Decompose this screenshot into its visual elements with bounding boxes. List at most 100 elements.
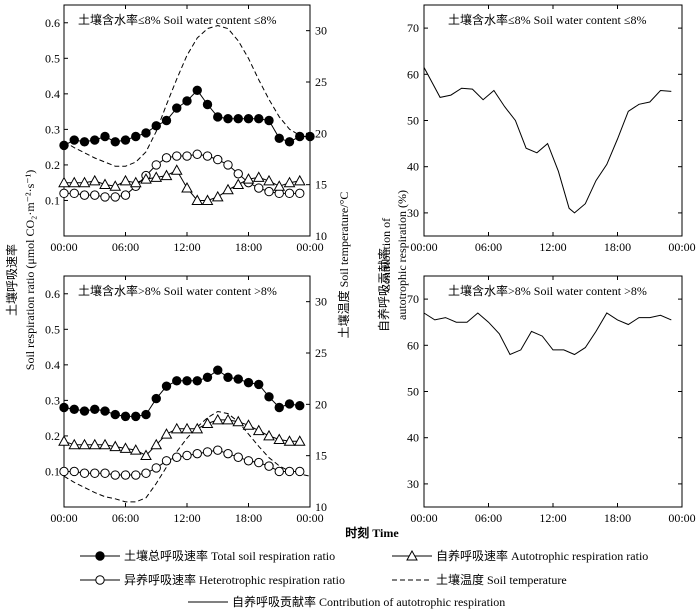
total-respiration-point [295,401,305,411]
total-respiration-point [90,135,100,145]
autotrophic-point [252,424,265,436]
total-respiration-point [233,114,243,124]
autotrophic-point [68,438,81,450]
contrib-x-tick-label: 12:00 [539,511,566,525]
total-respiration-point [192,376,202,386]
total-respiration-point [254,379,264,390]
left-y-tick-label: 0.1 [45,193,60,207]
autotrophic-point [252,171,265,182]
left-axis-label-en: Soil respiration ratio (μmol CO₂·m⁻²·s⁻¹… [23,170,37,370]
legend-swatch-marker [406,549,418,561]
heterotrophic-point [110,192,120,202]
legend-label: 土壤总呼吸速率 Total soil respiration ratio [124,548,335,563]
heterotrophic-point [202,447,213,457]
right-y-tick-label: 30 [315,295,327,309]
heterotrophic-point [233,169,243,179]
legend-label: 自养呼吸贡献率 Contribution of autotrophic resp… [232,594,505,609]
heterotrophic-point [233,452,243,462]
autotrophic-point [283,176,296,188]
heterotrophic-point [274,466,284,477]
autotrophic-point [242,419,255,430]
total-respiration-point [120,411,131,422]
total-respiration-point [202,99,213,110]
autotrophic-point [129,444,142,455]
heterotrophic-point [254,183,264,193]
legend-label: 土壤温度 Soil temperature [436,572,567,587]
left-y-tick-label: 0.5 [45,322,60,336]
contribution-y-tick-label: 50 [407,114,419,128]
right-y-tick-label: 25 [315,346,327,360]
contribution-y-tick-label: 30 [407,206,419,220]
total-respiration-point [59,402,69,413]
contribution-y-tick-label: 60 [407,67,419,81]
heterotrophic-point [100,468,110,478]
x-axis-label: 时刻 Time [345,525,399,540]
autotrophic-point [263,174,275,186]
right-y-tick-label: 25 [315,75,327,89]
total-respiration-point [172,103,182,113]
left-y-tick-label: 0.6 [45,287,60,301]
panel-contribution-high-moisture: 30 40 50 60 70 00:00 06:00 12:00 18:00 00:00 土壤含水率… [407,275,696,525]
contrib-x-tick-label: 12:00 [539,240,566,254]
total-respiration-point [284,399,295,409]
total-respiration-point [223,114,233,124]
autotrophic-point [283,435,296,446]
autotrophic-point [191,194,204,205]
autotrophic-point [119,442,132,453]
resp-x-tick-label: 12:00 [173,511,200,525]
resp-x-tick-label: 12:00 [173,240,200,254]
contribution-y-tick-label: 50 [407,385,419,399]
total-respiration-point [295,131,305,142]
autotrophic-point [150,171,163,182]
total-respiration-point [243,377,254,388]
heterotrophic-point [100,192,110,202]
contribution-line [423,312,672,356]
total-respiration-point [79,137,90,147]
contrib-x-tick-label: 06:00 [475,511,502,525]
autotrophic-point [99,438,111,450]
heterotrophic-point [90,468,100,478]
heterotrophic-point [264,186,274,197]
total-respiration-point [202,372,213,382]
autotrophic-point [170,422,183,434]
resp-x-tick-label: 00:00 [50,511,77,525]
contribution-y-tick-label: 40 [407,160,419,174]
autotrophic-point [109,440,122,452]
contribution-axis-label-cn: 自养呼吸贡献率 [376,248,391,332]
total-respiration-point [305,131,315,142]
total-respiration-point [110,409,120,420]
right-y-tick-label: 30 [315,24,327,38]
left-y-tick-label: 0.2 [45,429,60,443]
right-y-tick-label: 10 [315,229,327,243]
total-respiration-point [161,115,172,126]
autotrophic-point [201,194,214,205]
total-respiration-point [213,112,223,122]
total-respiration-point [192,85,202,95]
autotrophic-point [99,178,111,189]
right-y-tick-label: 20 [315,126,327,140]
left-y-tick-label: 0.2 [45,158,60,172]
autotrophic-point [170,164,183,175]
left-y-tick-label: 0.3 [45,393,60,407]
heterotrophic-point [69,466,79,477]
total-respiration-point [274,133,284,143]
autotrophic-point [119,174,132,186]
total-respiration-point [213,365,223,375]
heterotrophic-point [120,190,131,200]
contrib-x-tick-label: 00:00 [410,511,437,525]
autotrophic-point [222,413,234,425]
heterotrophic-point [213,154,223,165]
autotrophic-point [191,422,204,434]
autotrophic-point [273,180,286,191]
heterotrophic-point [120,470,131,480]
autotrophic-point [109,180,122,191]
total-respiration-point [264,115,274,126]
panel-title: 土壤含水率>8% Soil water content >8% [78,283,277,298]
heterotrophic-point [79,468,90,478]
autotrophic-point [140,173,152,184]
left-y-tick-label: 0.1 [45,464,60,478]
contribution-y-tick-label: 70 [407,21,419,35]
total-respiration-point [141,128,151,138]
panel-title: 土壤含水率≤8% Soil water content ≤8% [448,12,646,27]
